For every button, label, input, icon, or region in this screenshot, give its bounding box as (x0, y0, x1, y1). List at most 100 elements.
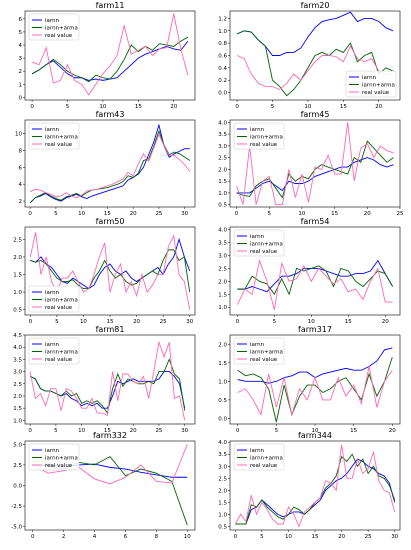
legend-entry: real value (250, 249, 278, 255)
legend-entry: iarnn+arma (45, 135, 78, 141)
x-tick-label: 10 (80, 319, 87, 325)
chart-title: farm81 (96, 325, 125, 334)
chart-title: farm317 (298, 325, 332, 334)
y-tick-label: 3.5 (218, 452, 227, 458)
x-tick-label: 25 (155, 211, 162, 217)
legend-entry: iarnn (250, 234, 265, 240)
y-tick-label: 6 (19, 17, 23, 23)
y-tick-label: 1.0 (218, 379, 227, 385)
series-line (31, 13, 189, 96)
x-tick-label: 20 (130, 211, 137, 217)
series-line (237, 259, 394, 293)
y-tick-label: 1.5 (218, 179, 227, 185)
y-tick-label: 1.0 (13, 290, 22, 296)
y-tick-label: 0.6 (218, 54, 227, 60)
x-tick-label: 15 (345, 319, 352, 325)
x-tick-label: 15 (135, 104, 142, 110)
x-tick-label: 30 (181, 211, 188, 217)
x-tick-label: 25 (365, 534, 372, 540)
series-line (237, 366, 393, 417)
x-tick-label: 15 (312, 534, 319, 540)
chart-title: farm344 (298, 431, 332, 440)
y-tick-label: 6 (19, 165, 23, 171)
legend-entry: iarnn (362, 75, 377, 81)
series-line (29, 371, 186, 409)
legend-entry: iarnn+arma (362, 83, 395, 89)
y-tick-label: 2.5 (13, 463, 22, 469)
plot-frame (229, 226, 401, 316)
y-tick-label: 3.0 (218, 253, 227, 259)
series-line (236, 157, 394, 194)
x-tick-label: 20 (364, 211, 371, 217)
y-tick-label: 4.0 (218, 120, 227, 126)
x-tick-label: 25 (160, 319, 167, 325)
y-tick-label: 1.0 (218, 29, 227, 35)
y-tick-label: 1.5 (13, 406, 22, 412)
y-tick-label: 5.0 (13, 442, 22, 448)
x-tick-label: 20 (133, 319, 140, 325)
legend-entry: real value (45, 33, 73, 39)
y-tick-label: 0.0 (218, 91, 227, 97)
y-tick-label: 8 (19, 148, 23, 154)
y-tick-label: 2.0 (13, 255, 22, 261)
x-tick-label: 0 (29, 319, 33, 325)
x-tick-label: 5 (55, 319, 59, 325)
x-tick-label: 8 (155, 534, 159, 540)
x-tick-label: 2 (62, 534, 66, 540)
y-tick-label: 2.5 (13, 382, 22, 388)
y-tick-label: 4.0 (13, 345, 22, 351)
y-tick-label: 2.5 (13, 237, 22, 243)
plot-frame (24, 10, 196, 101)
y-tick-label: 0 (19, 95, 23, 101)
x-tick-label: 15 (340, 104, 347, 110)
chart-title: farm45 (301, 110, 330, 119)
y-tick-label: 0.8 (218, 41, 227, 47)
chart-farm43: farm43 0 5 10 15 20 25 30 2 4 6 8 10 iarnn iarnn+armar… (15, 110, 196, 217)
y-tick-label: 2.5 (218, 156, 227, 162)
x-tick-label: 5 (267, 211, 271, 217)
legend-entry: real value (45, 305, 73, 311)
legend-entry: iarnn (45, 290, 60, 296)
series-line (234, 444, 396, 528)
x-tick-label: 0 (235, 211, 239, 217)
legend-entry: real value (250, 357, 278, 363)
x-tick-label: 25 (397, 211, 404, 217)
x-tick-label: 0 (234, 534, 238, 540)
series-line (237, 357, 393, 423)
chart-farm54: farm54 0 5 10 15 20 1.0 1.5 2.0 2.5 3.0 3.5 4.0 iarnn… (218, 217, 401, 325)
x-tick-label: 15 (107, 319, 114, 325)
series-line (236, 122, 394, 206)
y-tick-label: 4.5 (13, 333, 22, 339)
legend-entry: iarnn+arma (45, 26, 78, 32)
y-tick-label: 0.5 (218, 398, 227, 404)
y-tick-label: 3.0 (218, 144, 227, 150)
y-tick-label: 4.0 (218, 440, 227, 446)
chart-farm45: farm45 0 5 10 15 20 25 0.5 1.0 1.5 2.0 2.5 3.0 3.5 4.0… (218, 110, 404, 217)
y-tick-label: 1.0 (218, 512, 227, 518)
x-tick-label: 20 (130, 428, 137, 434)
x-tick-label: 15 (104, 428, 111, 434)
y-tick-label: 2.5 (218, 476, 227, 482)
y-tick-label: 0.5 (218, 203, 227, 209)
series-line (236, 259, 393, 310)
x-tick-label: 10 (184, 534, 191, 540)
y-tick-label: 1.0 (218, 305, 227, 311)
plot-frame (229, 119, 401, 208)
legend-entry: iarnn (45, 127, 60, 133)
x-tick-label: 30 (186, 319, 193, 325)
legend-entry: iarnn (250, 448, 265, 454)
legend-entry: iarnn+arma (250, 135, 283, 141)
series-line (29, 133, 191, 199)
legend-entry: iarnn (45, 448, 60, 454)
y-tick-label: 3.0 (218, 464, 227, 470)
plot-frame (24, 119, 196, 208)
x-tick-label: 0 (31, 534, 35, 540)
y-tick-label: 1.5 (218, 361, 227, 367)
chart-title: farm332 (93, 431, 127, 440)
chart-farm20: farm20 0 5 10 15 20 0.0 0.2 0.4 0.6 0.8 1.0 1.2 iarnn… (218, 1, 401, 110)
